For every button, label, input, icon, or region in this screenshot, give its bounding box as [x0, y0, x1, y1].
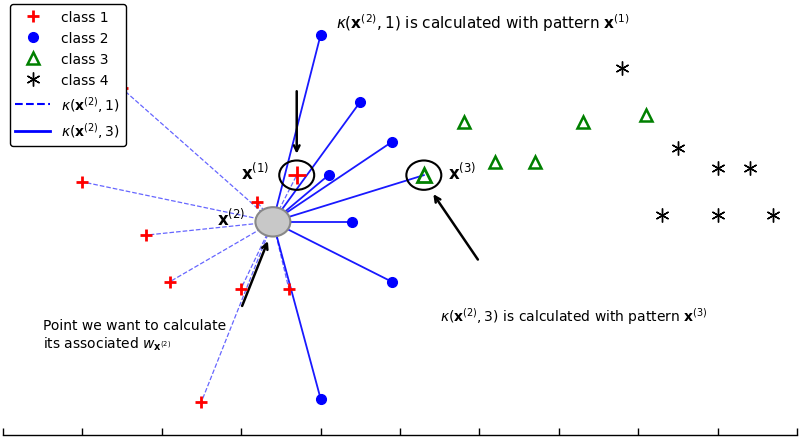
Text: $\kappa(\mathbf{x}^{(2)},1)$ is calculated with pattern $\mathbf{x}^{(1)}$: $\kappa(\mathbf{x}^{(2)},1)$ is calculat… — [337, 12, 630, 34]
Text: $\mathbf{x}^{(1)}$: $\mathbf{x}^{(1)}$ — [241, 162, 269, 183]
Text: $\mathbf{x}^{(2)}$: $\mathbf{x}^{(2)}$ — [217, 208, 245, 230]
Circle shape — [255, 208, 290, 237]
Text: $\kappa(\mathbf{x}^{(2)},3)$ is calculated with pattern $\mathbf{x}^{(3)}$: $\kappa(\mathbf{x}^{(2)},3)$ is calculat… — [440, 305, 707, 326]
Text: $\mathbf{x}^{(3)}$: $\mathbf{x}^{(3)}$ — [448, 162, 476, 183]
Legend: class 1, class 2, class 3, class 4, $\kappa(\mathbf{x}^{(2)},1)$, $\kappa(\mathb: class 1, class 2, class 3, class 4, $\ka… — [10, 5, 126, 147]
Text: Point we want to calculate
its associated $w_{\mathbf{x}^{(2)}}$: Point we want to calculate its associate… — [42, 318, 226, 353]
